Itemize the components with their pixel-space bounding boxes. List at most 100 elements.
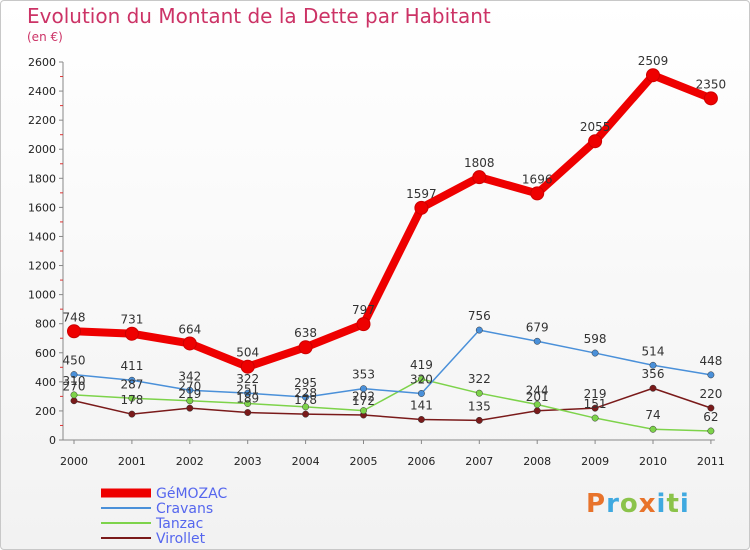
data-label: 219 — [584, 387, 607, 401]
data-label: 228 — [294, 386, 317, 400]
data-label: 419 — [410, 358, 433, 372]
data-point — [128, 394, 136, 402]
proxiti-logo: Proxiti — [586, 489, 690, 519]
data-label: 2055 — [580, 120, 611, 134]
data-label: 598 — [584, 332, 607, 346]
data-point — [417, 390, 425, 397]
data-label: 172 — [352, 394, 375, 408]
data-label: 504 — [236, 346, 259, 360]
y-tick-label: 2000 — [28, 143, 56, 156]
series-line-GéMOZAC — [70, 71, 715, 371]
data-label: 450 — [63, 354, 86, 368]
data-label: 270 — [63, 380, 86, 394]
data-point — [244, 389, 252, 397]
data-point — [417, 416, 425, 423]
data-point — [356, 317, 371, 332]
y-tick-label: 1600 — [28, 201, 56, 214]
data-label: 514 — [642, 344, 665, 358]
data-label: 220 — [699, 387, 722, 401]
y-tick-label: 200 — [35, 405, 56, 418]
legend-label: Virollet — [156, 531, 206, 547]
data-point — [417, 375, 425, 383]
data-label: 748 — [63, 310, 86, 324]
data-label: 62 — [703, 410, 718, 424]
data-label: 295 — [294, 376, 317, 390]
data-label: 638 — [294, 326, 317, 340]
data-point — [186, 397, 194, 405]
y-tick-label: 1200 — [28, 260, 56, 273]
data-point — [533, 401, 541, 408]
legend-label: Cravans — [156, 501, 213, 517]
data-label: 178 — [294, 393, 317, 407]
data-label: 342 — [178, 369, 201, 383]
data-point — [533, 407, 541, 415]
y-tick-label: 600 — [35, 347, 56, 360]
data-label: 189 — [236, 392, 259, 406]
data-label: 448 — [699, 354, 722, 368]
data-point — [646, 68, 660, 83]
x-tick-label: 2011 — [697, 455, 725, 468]
data-label: 178 — [120, 393, 143, 407]
x-tick-label: 2009 — [581, 455, 609, 468]
data-label: 2509 — [638, 54, 669, 68]
data-point — [707, 427, 715, 435]
data-point — [591, 404, 599, 412]
data-label: 74 — [645, 408, 660, 422]
series-line-Tanzac — [73, 378, 712, 432]
x-tick-label: 2010 — [639, 455, 667, 468]
data-label: 756 — [468, 309, 491, 323]
data-label: 201 — [526, 390, 549, 404]
data-point — [70, 397, 78, 405]
data-label: 202 — [352, 390, 375, 404]
data-label: 322 — [236, 372, 259, 386]
x-tick-label: 2002 — [176, 455, 204, 468]
data-point — [186, 386, 194, 394]
data-point — [182, 336, 197, 351]
x-tick-label: 2001 — [118, 455, 146, 468]
data-point — [414, 200, 429, 215]
data-point — [302, 393, 310, 401]
y-tick-label: 2600 — [28, 56, 56, 69]
series-line-Virollet — [73, 387, 712, 422]
y-tick-label: 1000 — [28, 289, 56, 302]
data-label: 270 — [178, 380, 201, 394]
data-point — [530, 186, 545, 201]
data-label: 411 — [120, 359, 143, 373]
data-point — [128, 376, 136, 384]
y-tick-label: 1400 — [28, 230, 56, 243]
x-tick-label: 2007 — [465, 455, 493, 468]
data-label: 151 — [584, 397, 607, 411]
data-label: 141 — [410, 399, 433, 413]
data-label: 244 — [526, 384, 549, 398]
data-point — [591, 349, 599, 357]
data-point — [240, 359, 255, 374]
data-point — [475, 416, 483, 424]
data-label: 219 — [178, 387, 201, 401]
data-point — [128, 410, 136, 418]
data-label: 1696 — [522, 172, 553, 186]
x-tick-label: 2005 — [350, 455, 378, 468]
data-label: 287 — [120, 377, 143, 391]
data-point — [649, 425, 657, 433]
x-tick-label: 2003 — [234, 455, 262, 468]
data-label: 251 — [236, 383, 259, 397]
y-tick-label: 0 — [49, 434, 56, 447]
chart-title: Evolution du Montant de la Dette par Hab… — [27, 4, 491, 28]
data-point — [70, 371, 78, 379]
x-tick-label: 2008 — [523, 455, 551, 468]
data-label: 320 — [410, 372, 433, 386]
legend-label: Tanzac — [155, 516, 203, 532]
data-point — [298, 340, 313, 355]
x-tick-label: 2004 — [292, 455, 320, 468]
data-label: 353 — [352, 368, 375, 382]
data-point — [360, 385, 367, 393]
data-label: 797 — [352, 303, 375, 317]
data-point — [302, 403, 310, 411]
data-point — [67, 324, 81, 339]
data-point — [588, 134, 603, 149]
data-label: 310 — [63, 374, 86, 388]
data-point — [591, 414, 599, 422]
series-line-Cravans — [73, 329, 712, 398]
data-point — [475, 326, 483, 334]
